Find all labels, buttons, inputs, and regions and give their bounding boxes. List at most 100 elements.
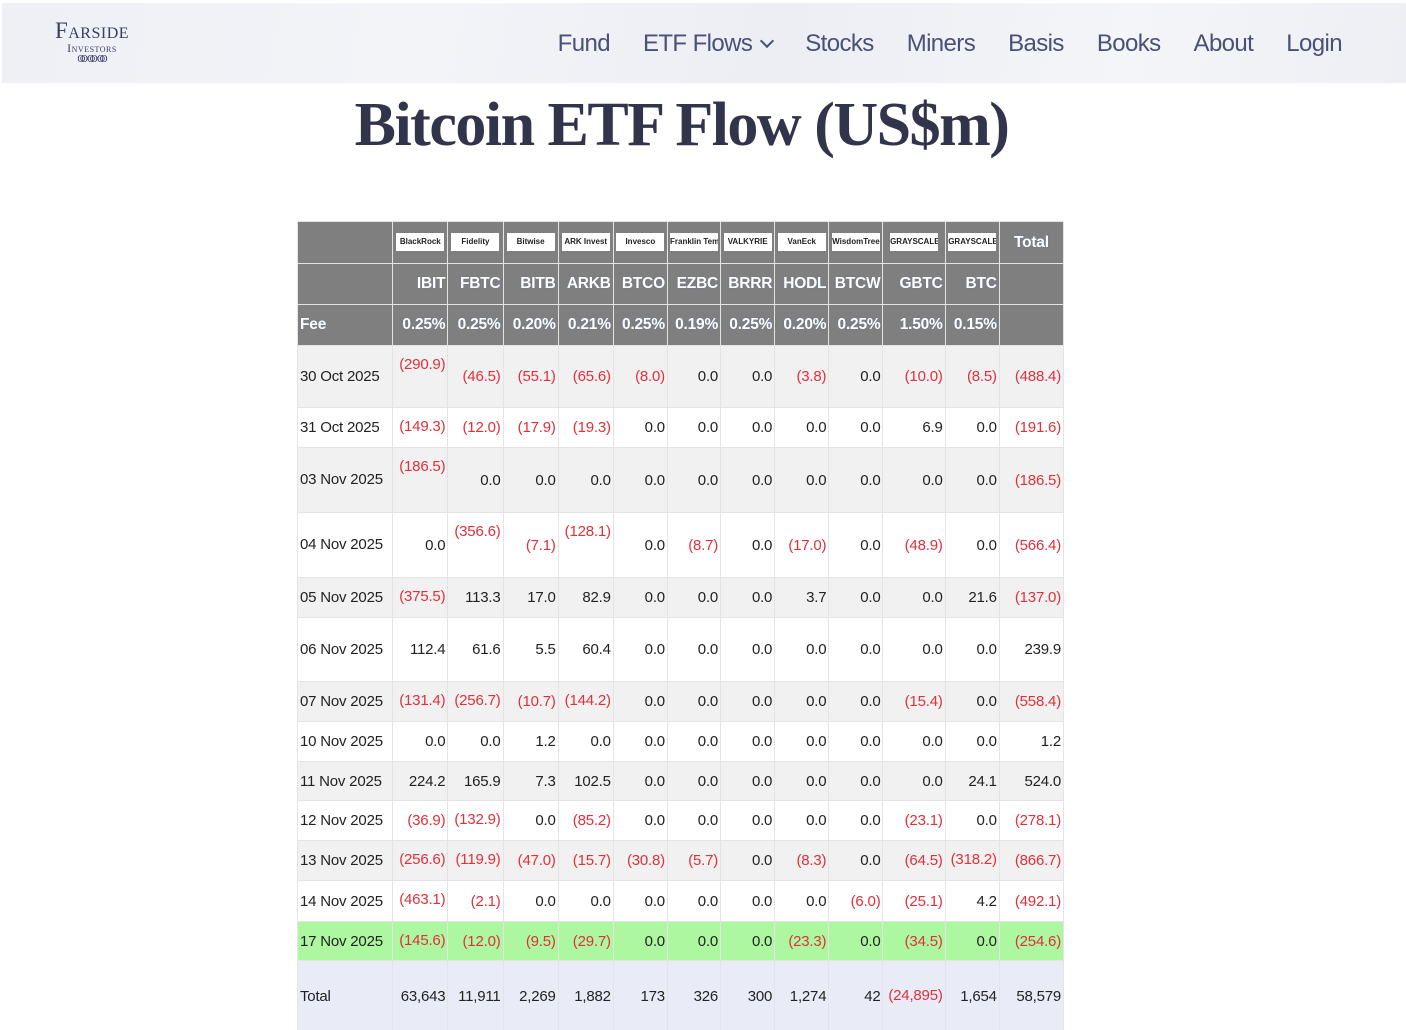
nav-fund[interactable]: Fund	[558, 29, 611, 59]
table-row: 12 Nov 2025 (36.9) (132.9) 0.0 (85.2) 0.0 0.0 0…	[296, 800, 1065, 841]
flow-value-btc: 0.0	[944, 512, 1000, 578]
flow-value-btc: 0.0	[944, 407, 1000, 448]
ticker-btcw: BTCW	[828, 263, 884, 305]
nav-login[interactable]: Login	[1286, 29, 1342, 59]
flow-value-ezbc: 0.0	[666, 447, 722, 513]
flow-value-btcw: 0.0	[828, 512, 884, 578]
fee-hodl: 0.20%	[774, 304, 830, 346]
flow-value-gbtc: (25.1)	[882, 880, 946, 922]
flow-value-hodl: (23.3)	[774, 921, 830, 961]
row-date: 14 Nov 2025	[296, 880, 394, 922]
row-date: 12 Nov 2025	[296, 800, 394, 841]
table-row: 07 Nov 2025 (131.4) (256.7) (10.7) (144.2) 0.…	[296, 681, 1065, 722]
nav-etf-flows[interactable]: ETF Flows	[643, 29, 775, 59]
blank-header-cell	[296, 263, 394, 305]
row-date: 30 Oct 2025	[296, 345, 394, 408]
flow-value-ezbc: 0.0	[666, 577, 722, 618]
bitwise-logo-icon: Bitwise	[506, 233, 555, 252]
flow-value-arkb: (15.7)	[557, 840, 614, 881]
flow-value-gbtc: 0.0	[882, 447, 946, 513]
wisdomtree-logo-icon: WisdomTree	[831, 233, 880, 252]
flow-value-ezbc: (8.7)	[666, 512, 722, 578]
fee-arkb: 0.21%	[557, 304, 614, 346]
nav-books[interactable]: Books	[1097, 29, 1161, 59]
flow-value-btcw: 0.0	[828, 761, 884, 801]
flow-value-ezbc: 0.0	[666, 761, 722, 801]
cumulative-bitb: 2,269	[502, 960, 559, 1030]
flow-value-brrr: 0.0	[720, 407, 776, 448]
flow-value-ibit: (463.1)	[392, 880, 449, 922]
flow-value-brrr: 0.0	[720, 512, 776, 578]
table-row: 10 Nov 2025 0.0 0.0 1.2 0.0 0.0 0.0 0.0 0.0 0.0 0.…	[296, 721, 1065, 762]
flow-value-hodl: (8.3)	[774, 840, 830, 881]
table-row: 11 Nov 2025 224.2 165.9 7.3 102.5 0.0 0.0 0.0 0.…	[296, 761, 1065, 801]
fidelity-logo-icon: Fidelity	[451, 233, 500, 252]
ticker-arkb: ARKB	[557, 263, 614, 305]
grand-total: 58,579	[998, 960, 1065, 1030]
grayscale-logo-icon: GRAYSCALE	[948, 233, 997, 252]
issuer-logo-cell: Bitwise	[502, 221, 559, 264]
flow-value-bitb: (10.7)	[502, 681, 559, 722]
flow-value-bitb: 0.0	[502, 880, 559, 922]
flow-value-ibit: 112.4	[392, 617, 449, 682]
flow-value-brrr: 0.0	[720, 800, 776, 841]
flow-value-ibit: (131.4)	[392, 681, 449, 722]
ticker-fbtc: FBTC	[447, 263, 504, 305]
issuer-logo-row: BlackRock Fidelity Bitwise ARK Invest Invesc…	[296, 221, 1065, 264]
flow-value-ibit: (290.9)	[392, 345, 449, 408]
flow-value-arkb: 0.0	[557, 447, 614, 513]
flow-value-fbtc: (12.0)	[447, 407, 504, 448]
flow-value-hodl: 0.0	[774, 447, 830, 513]
nav-about[interactable]: About	[1194, 29, 1254, 59]
table-row: 31 Oct 2025 (149.3) (12.0) (17.9) (19.3) 0.0 0…	[296, 407, 1065, 448]
ark-invest-logo-icon: ARK Invest	[561, 233, 610, 252]
nav-basis-label: Basis	[1008, 30, 1064, 57]
valkyrie-logo-icon: VALKYRIE	[723, 233, 772, 252]
flow-value-gbtc: 0.0	[882, 721, 946, 762]
flow-value-ibit: (36.9)	[392, 800, 449, 841]
flow-value-btcw: (6.0)	[828, 880, 884, 922]
flow-value-bitb: 17.0	[502, 577, 559, 618]
flow-value-gbtc: 0.0	[882, 761, 946, 801]
flow-value-arkb: (65.6)	[557, 345, 614, 408]
nav-miners[interactable]: Miners	[906, 29, 976, 59]
issuer-logo-cell: GRAYSCALE	[944, 221, 1000, 264]
cumulative-fbtc: 11,911	[447, 960, 504, 1030]
flow-value-hodl: 3.7	[774, 577, 830, 618]
blank-header-cell	[296, 221, 394, 264]
flow-value-btco: 0.0	[612, 447, 668, 513]
flow-value-arkb: (85.2)	[557, 800, 614, 841]
blackrock-logo-icon: BlackRock	[396, 233, 445, 252]
flow-value-btco: 0.0	[612, 761, 668, 801]
row-date: 13 Nov 2025	[296, 840, 394, 881]
row-date: 07 Nov 2025	[296, 681, 394, 722]
row-total: 1.2	[998, 721, 1065, 762]
flow-value-brrr: 0.0	[720, 447, 776, 513]
row-date: 06 Nov 2025	[296, 617, 394, 682]
flow-value-fbtc: 113.3	[447, 577, 504, 618]
flow-value-btcw: 0.0	[828, 840, 884, 881]
nav-stocks[interactable]: Stocks	[805, 29, 874, 59]
flow-value-brrr: 0.0	[720, 617, 776, 682]
flow-value-arkb: 0.0	[557, 880, 614, 922]
flow-value-hodl: 0.0	[774, 617, 830, 682]
etf-flow-table: BlackRock Fidelity Bitwise ARK Invest Invesc…	[296, 221, 1065, 1030]
row-date: 03 Nov 2025	[296, 447, 394, 513]
flow-value-btcw: 0.0	[828, 447, 884, 513]
row-date: 11 Nov 2025	[296, 761, 394, 801]
cumulative-hodl: 1,274	[774, 960, 830, 1030]
cumulative-btc: 1,654	[944, 960, 1000, 1030]
table-row: 30 Oct 2025 (290.9) (46.5) (55.1) (65.6) (8.0…	[296, 345, 1065, 408]
flow-value-arkb: 82.9	[557, 577, 614, 618]
farside-logo[interactable]: Farside Investors ↂↂↂ	[42, 19, 142, 65]
flow-value-btcw: 0.0	[828, 577, 884, 618]
flow-value-ezbc: (5.7)	[666, 840, 722, 881]
flow-value-btc: 0.0	[944, 617, 1000, 682]
nav-basis[interactable]: Basis	[1008, 29, 1064, 59]
flow-value-btcw: 0.0	[828, 617, 884, 682]
flow-value-bitb: 0.0	[502, 447, 559, 513]
nav-miners-label: Miners	[906, 30, 976, 57]
flow-value-gbtc: (48.9)	[882, 512, 946, 578]
nav-books-label: Books	[1096, 30, 1161, 57]
cumulative-gbtc: (24,895)	[882, 960, 946, 1030]
